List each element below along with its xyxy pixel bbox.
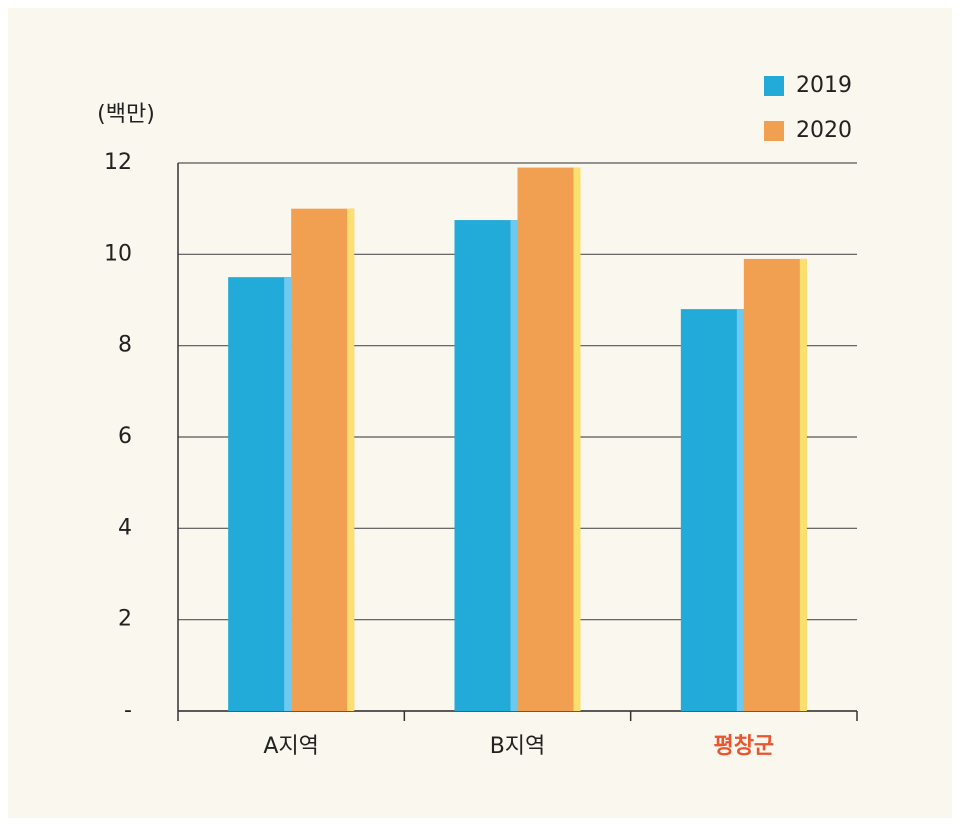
bar <box>680 309 744 711</box>
bar-edge <box>799 258 807 711</box>
y-tick-label: 12 <box>104 150 132 175</box>
bar-edge <box>573 167 581 712</box>
bar-edge <box>736 309 744 711</box>
bar-edge <box>510 220 518 712</box>
bar <box>228 277 292 711</box>
y-tick-label: 4 <box>118 515 132 540</box>
y-unit-label: (백만) <box>97 102 155 127</box>
y-tick-label: 10 <box>104 241 132 266</box>
bar-edge <box>347 208 355 711</box>
x-tick-label: A지역 <box>263 734 319 759</box>
legend-label: 2020 <box>796 118 852 143</box>
bar <box>454 220 518 712</box>
legend-swatch <box>764 76 784 96</box>
y-tick-label: 8 <box>118 333 132 358</box>
bar <box>291 208 355 711</box>
x-tick-label: B지역 <box>490 734 546 759</box>
bar <box>517 167 581 712</box>
bar-edge <box>284 277 292 711</box>
bar <box>743 258 807 711</box>
y-tick-label: 2 <box>118 607 132 632</box>
y-tick-label: 6 <box>118 424 132 449</box>
legend-swatch <box>764 121 784 141</box>
legend-label: 2019 <box>796 73 852 98</box>
y-tick-label: - <box>124 698 132 723</box>
x-tick-label: 평창군 <box>713 734 774 759</box>
